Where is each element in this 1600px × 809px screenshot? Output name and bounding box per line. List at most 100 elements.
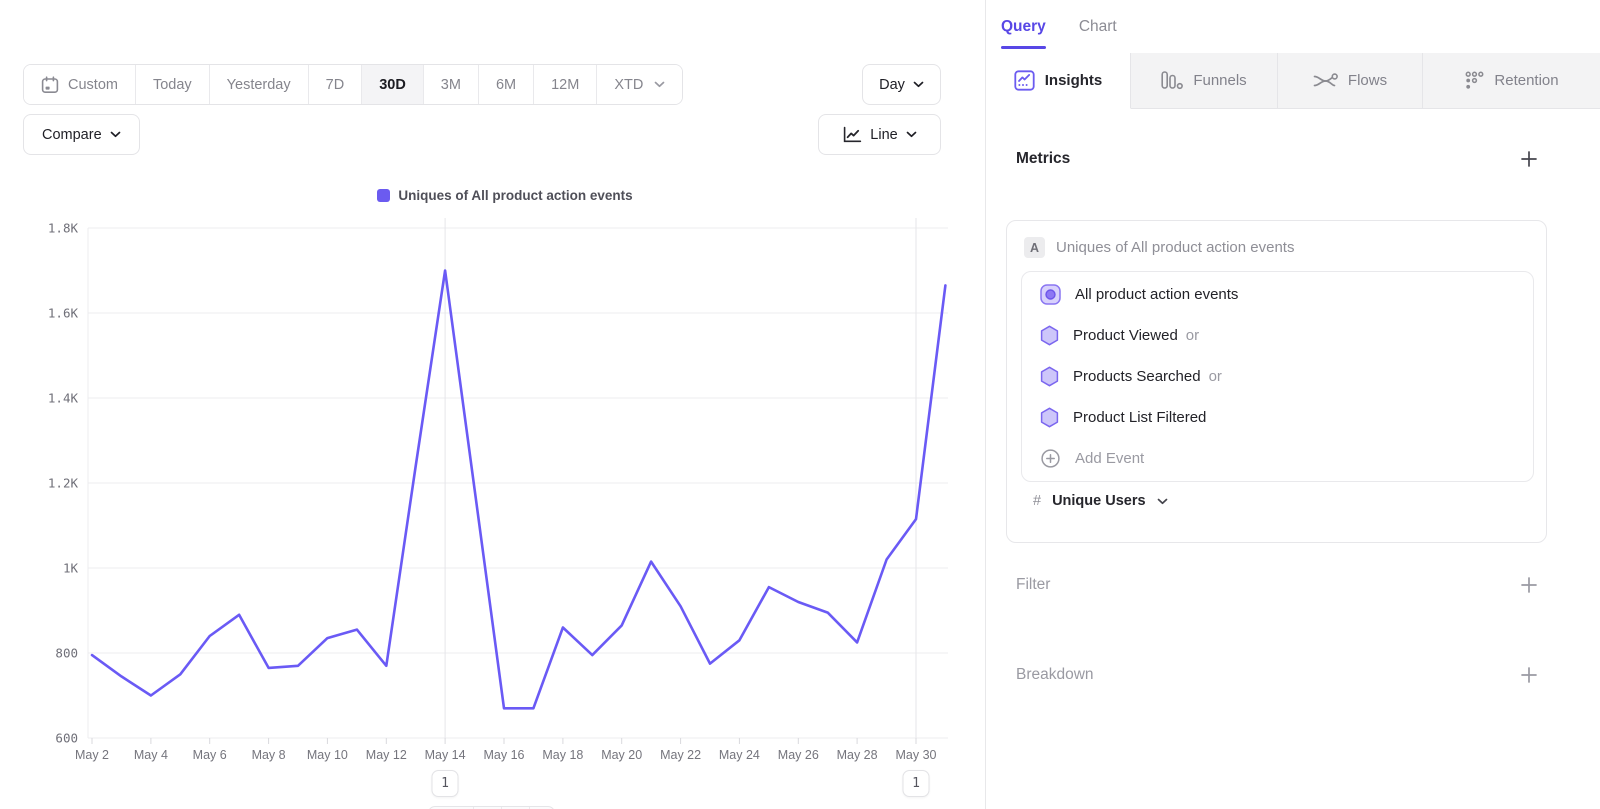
tab-query-label: Query	[1001, 17, 1046, 35]
x-axis-label: May 22	[660, 748, 701, 762]
add-event-label: Add Event	[1075, 450, 1145, 467]
hexagon-icon	[1040, 407, 1059, 428]
range-option-today[interactable]: Today	[134, 65, 209, 104]
add-metric-button[interactable]	[1520, 150, 1538, 168]
event-row[interactable]: Product Viewed or	[1022, 315, 1533, 356]
custom-event-icon	[1040, 284, 1061, 305]
panel-tab-bar: Query Chart	[986, 0, 1600, 53]
report-tab-flows[interactable]: Flows	[1277, 53, 1422, 109]
report-tab-funnels[interactable]: Funnels	[1131, 53, 1277, 109]
retention-icon	[1465, 71, 1484, 90]
chevron-down-icon	[1157, 498, 1168, 505]
event-list: All product action events Product Viewed o…	[1021, 271, 1534, 482]
event-operator: or	[1185, 327, 1200, 344]
compare-dropdown[interactable]: Compare	[23, 114, 140, 155]
report-type-tabs: Insights Funnels Flows Retention	[986, 53, 1600, 109]
date-range-picker: Custom Today Yesterday 7D 30D 3M 6M 12M XTD	[23, 64, 684, 105]
flows-icon	[1313, 72, 1338, 90]
range-option-7d[interactable]: 7D	[307, 65, 362, 104]
chart-type-dropdown[interactable]: Line	[818, 114, 941, 155]
breakdown-section-header: Breakdown	[1016, 666, 1538, 684]
report-tab-label: Retention	[1494, 72, 1559, 89]
metrics-card: A Uniques of All product action events A…	[1006, 220, 1547, 543]
metrics-section-header: Metrics	[1016, 150, 1538, 168]
query-panel: Query Chart Insights Funnels Flows Retentio…	[985, 0, 1600, 809]
event-row[interactable]: Products Searched or	[1022, 356, 1533, 397]
range-label: 6M	[495, 76, 517, 93]
hexagon-icon	[1040, 366, 1059, 387]
y-axis-label: 600	[55, 731, 78, 746]
aggregation-selector[interactable]: # Unique Users	[1033, 493, 1168, 509]
y-axis-label: 1.2K	[48, 476, 79, 491]
report-tab-label: Flows	[1347, 72, 1388, 89]
series-line[interactable]	[90, 269, 947, 710]
x-axis-label: May 12	[366, 748, 407, 762]
filter-heading: Filter	[1016, 576, 1051, 593]
event-label: All product action events	[1075, 286, 1239, 303]
funnels-icon	[1161, 70, 1184, 91]
calendar-icon	[41, 75, 59, 94]
add-breakdown-button[interactable]	[1520, 666, 1538, 684]
x-axis-label: May 16	[484, 748, 525, 762]
granularity-dropdown[interactable]: Day	[862, 64, 941, 105]
range-label: 30D	[379, 76, 406, 93]
add-filter-button[interactable]	[1520, 576, 1538, 594]
line-chart[interactable]: 600 800 1K 1.2K 1.4K 1.6K 1.8K May 2 May 4 May 6 M…	[0, 0, 985, 809]
range-option-yesterday[interactable]: Yesterday	[208, 65, 308, 104]
range-option-custom[interactable]: Custom	[24, 65, 135, 104]
metric-series-badge: A	[1024, 237, 1045, 258]
event-row[interactable]: Product List Filtered	[1022, 397, 1533, 438]
event-row[interactable]: All product action events	[1022, 274, 1533, 315]
event-label: Products Searched	[1073, 368, 1201, 385]
chevron-down-icon	[110, 131, 121, 138]
tab-query[interactable]: Query	[1001, 0, 1046, 53]
event-label: Product List Filtered	[1073, 409, 1207, 426]
x-axis-label: May 24	[719, 748, 760, 762]
event-label: Product Viewed	[1073, 327, 1178, 344]
metrics-heading: Metrics	[1016, 150, 1071, 167]
range-option-12m[interactable]: 12M	[533, 65, 597, 104]
x-axis-label: May 18	[542, 748, 583, 762]
add-event-button[interactable]: Add Event	[1022, 438, 1533, 479]
x-axis-label: May 6	[193, 748, 227, 762]
x-axis-label: May 10	[307, 748, 348, 762]
chevron-down-icon	[913, 81, 924, 88]
range-option-3m[interactable]: 3M	[422, 65, 478, 104]
hexagon-icon	[1040, 325, 1059, 346]
compare-label: Compare	[42, 126, 102, 143]
x-axis-label: May 20	[601, 748, 642, 762]
report-tab-label: Funnels	[1193, 72, 1247, 89]
chevron-down-icon	[654, 81, 665, 88]
report-tab-label: Insights	[1044, 72, 1103, 89]
range-label: Today	[152, 76, 192, 93]
range-option-30d[interactable]: 30D	[361, 65, 423, 104]
event-operator: or	[1208, 368, 1222, 385]
report-tab-insights[interactable]: Insights	[986, 53, 1131, 109]
count-type-prefix: #	[1033, 493, 1042, 509]
annotation-marker[interactable]: 1	[431, 770, 459, 797]
annotation-marker[interactable]: 1	[902, 770, 930, 797]
range-option-xtd[interactable]: XTD	[596, 65, 683, 104]
y-axis-label: 1.4K	[48, 391, 79, 406]
tab-chart[interactable]: Chart	[1079, 0, 1117, 53]
report-tab-retention[interactable]: Retention	[1422, 53, 1600, 109]
line-chart-icon	[842, 126, 862, 144]
metric-group-row[interactable]: A Uniques of All product action events	[1024, 237, 1294, 258]
range-label: 12M	[551, 76, 580, 93]
x-axis-label: May 4	[134, 748, 168, 762]
insights-icon	[1014, 70, 1035, 91]
breakdown-heading: Breakdown	[1016, 666, 1094, 683]
range-label: XTD	[614, 76, 644, 93]
x-axis-label: May 14	[425, 748, 466, 762]
chart-panel: Custom Today Yesterday 7D 30D 3M 6M 12M XTD Day …	[0, 0, 985, 809]
range-label: 3M	[440, 76, 461, 93]
y-axis-label: 1.6K	[48, 306, 79, 321]
range-label: 7D	[325, 76, 345, 93]
range-label: Custom	[68, 76, 118, 93]
x-axis-label: May 8	[252, 748, 286, 762]
range-option-6m[interactable]: 6M	[477, 65, 534, 104]
chart-type-label: Line	[870, 126, 898, 143]
chevron-down-icon	[906, 131, 917, 138]
x-axis-label: May 26	[778, 748, 819, 762]
